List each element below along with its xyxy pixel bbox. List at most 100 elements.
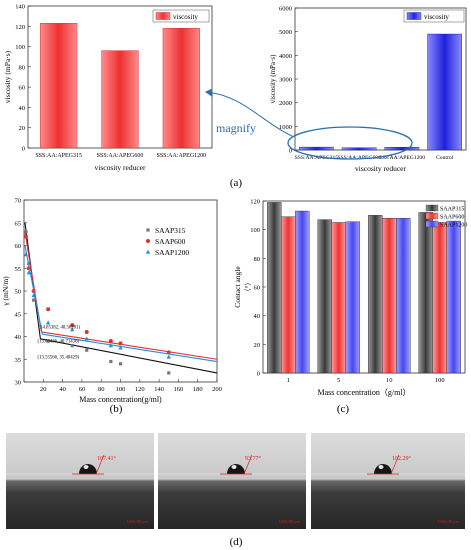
chart-b: 30 35 40 45 50 55 60 65 70 20 40 60 80 100 120 140 160 18… xyxy=(1,198,222,405)
fit-line xyxy=(24,245,43,335)
panel-label-a: (a) xyxy=(230,177,243,189)
bar xyxy=(317,219,332,374)
data-point xyxy=(46,339,50,343)
x-tick-label: 120 xyxy=(135,386,145,393)
x-tick-label: SSS:AA:APEG1200 xyxy=(156,153,206,159)
legend-marker xyxy=(145,249,151,254)
y-tick-label: 70 xyxy=(15,198,22,205)
y-tick-label: 5000 xyxy=(279,29,292,36)
x-tick-label: 140 xyxy=(154,386,164,393)
data-point xyxy=(45,320,51,325)
x-tick-label: 100 xyxy=(116,386,126,393)
highlight-ellipse xyxy=(287,126,413,160)
legend-marker xyxy=(146,228,150,232)
x-tick-label: 60 xyxy=(79,386,86,393)
y-tick-label: 0 xyxy=(22,146,25,153)
x-tick-label: 10 xyxy=(386,377,393,384)
tangent-marker xyxy=(95,454,105,475)
data-point xyxy=(118,345,123,350)
y-tick-label: 0 xyxy=(289,148,292,155)
y-tick-label: 40 xyxy=(254,313,261,320)
y-tick-label: 140 xyxy=(15,4,25,11)
bar xyxy=(432,222,447,374)
magnify-arrow xyxy=(205,88,293,137)
photo-frame xyxy=(6,433,154,529)
x-tick-label: 80 xyxy=(98,386,105,393)
legend-marker xyxy=(146,239,150,243)
data-point xyxy=(118,362,123,366)
bar xyxy=(299,146,334,151)
y-tick-label: 30 xyxy=(15,380,22,387)
bar xyxy=(396,217,411,374)
droplet xyxy=(374,464,392,474)
data-point xyxy=(32,298,36,302)
magnify-label: magnify xyxy=(216,121,256,135)
annotation: (14.65382, 40.56281) xyxy=(38,325,80,330)
tangent-marker xyxy=(243,454,253,475)
annotation: (13.09436, 40.71436) xyxy=(38,339,80,344)
fit-line xyxy=(40,338,218,374)
x-tick-label: SSS:AA:APEG600 xyxy=(337,155,381,161)
x-tick-label: SSS:AA:APEG600 xyxy=(97,153,144,159)
data-point xyxy=(108,339,113,344)
x-axis-label: Mass concentration（g/ml） xyxy=(317,388,410,397)
panel-label-d: (d) xyxy=(230,536,243,548)
x-axis-label: viscosity reducer xyxy=(355,164,407,173)
x-tick-label: Control xyxy=(436,155,454,161)
y-tick-label: 120 xyxy=(15,24,25,31)
data-point xyxy=(26,270,32,275)
legend-label: SAAP600 xyxy=(155,237,186,246)
contact-angle-label: 107.41° xyxy=(97,455,117,462)
x-tick-label: SSS:AA:APEG315 xyxy=(295,155,339,161)
legend-label: viscosity xyxy=(424,13,449,21)
legend-label: SAAP315 xyxy=(440,207,464,213)
y-tick-label: 100 xyxy=(250,227,260,234)
bar xyxy=(368,215,383,374)
y-tick-label: 35 xyxy=(15,357,22,364)
y-tick-label: 20 xyxy=(254,342,261,349)
y-tick-label: 65 xyxy=(15,220,22,227)
y-tick-label: 0 xyxy=(257,371,260,378)
data-point xyxy=(24,230,28,234)
legend-label: SAAP315 xyxy=(155,226,186,235)
y-tick-label: 50 xyxy=(15,289,22,296)
data-point xyxy=(167,371,171,375)
fit-line xyxy=(41,331,218,360)
x-tick-label: 40 xyxy=(59,386,66,393)
x-tick-label: 20 xyxy=(40,386,47,393)
y-tick-label: 4000 xyxy=(279,53,292,60)
y-tick-label: 3000 xyxy=(279,77,292,84)
x-tick-label: 200 xyxy=(212,386,222,393)
bar xyxy=(281,216,296,374)
data-point xyxy=(109,359,113,364)
y-tick-label: 60 xyxy=(19,85,26,92)
y-tick-label: 60 xyxy=(15,243,22,250)
data-point xyxy=(118,341,123,346)
bar xyxy=(162,28,200,149)
legend-label: SAAP1200 xyxy=(440,223,467,229)
y-axis-label: viscosity (mPa·s) xyxy=(269,54,277,103)
scale-bar-text: 1000.00 μm xyxy=(437,519,459,524)
legend-swatch xyxy=(155,12,171,20)
bar xyxy=(331,222,346,374)
fit-line xyxy=(42,333,218,363)
y-axis-label: Contact angle xyxy=(233,266,242,308)
photo-panel-d: 107.41° 1000.00 μm 93.77° 1000.00 μm 102.29°… xyxy=(6,433,465,529)
bar xyxy=(446,220,461,374)
chart-c: 0 20 40 60 80 100 120 1 5 10 100 Mass concentration… xyxy=(233,199,467,398)
y-tick-label: 2000 xyxy=(279,100,292,107)
data-point xyxy=(46,307,51,312)
photo-frame xyxy=(158,433,306,529)
bar xyxy=(345,221,360,374)
data-point xyxy=(70,327,75,332)
droplet-highlight xyxy=(83,465,89,469)
panel-label-b: (b) xyxy=(110,403,123,415)
contact-angle-label: 102.29° xyxy=(392,455,412,462)
scale-bar-text: 1000.00 μm xyxy=(278,519,300,524)
y-tick-label: 80 xyxy=(254,256,261,263)
bar xyxy=(101,50,139,149)
bar xyxy=(382,217,397,374)
droplet-highlight xyxy=(231,465,237,469)
